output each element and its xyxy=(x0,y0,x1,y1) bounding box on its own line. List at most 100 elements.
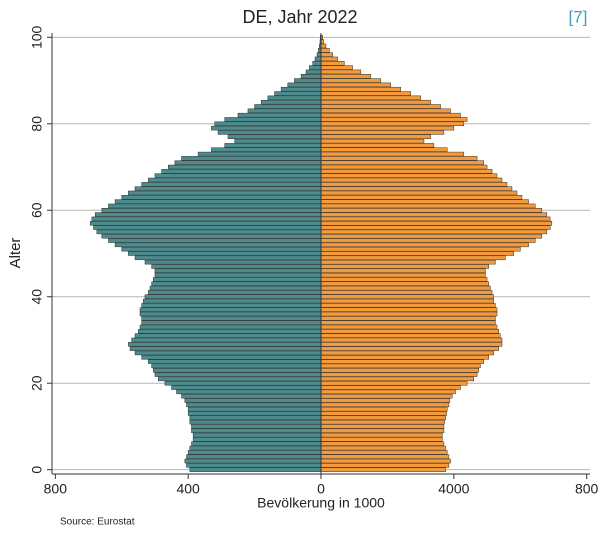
bar xyxy=(234,138,322,144)
bar xyxy=(320,220,553,226)
bar xyxy=(189,419,322,425)
bar xyxy=(217,130,322,135)
bar xyxy=(320,268,486,274)
bar xyxy=(164,380,322,386)
bar xyxy=(320,329,499,334)
bar xyxy=(121,195,322,200)
bar xyxy=(320,43,327,49)
bar xyxy=(151,363,322,369)
bar xyxy=(287,82,322,88)
bar xyxy=(320,138,425,144)
bar xyxy=(320,259,496,265)
bar xyxy=(144,259,322,265)
bar xyxy=(186,402,322,408)
bar xyxy=(320,411,447,416)
bar xyxy=(320,311,498,317)
bar xyxy=(320,251,514,256)
bar xyxy=(101,233,322,239)
bar xyxy=(320,117,468,122)
bar xyxy=(320,73,372,79)
bar xyxy=(320,160,484,165)
bar xyxy=(320,385,461,390)
y-tick-label: 100 xyxy=(29,25,45,49)
bar xyxy=(197,151,322,157)
bar xyxy=(320,52,333,57)
bar xyxy=(320,272,486,278)
bar xyxy=(211,147,322,152)
bar xyxy=(131,337,322,343)
bar xyxy=(314,56,322,62)
bar xyxy=(181,156,322,161)
bar xyxy=(320,428,445,434)
bar xyxy=(158,376,322,382)
bar xyxy=(93,225,322,230)
bar xyxy=(320,376,475,382)
x-tick-label: 4000 xyxy=(438,481,469,497)
bar xyxy=(154,272,322,278)
bar xyxy=(320,307,498,312)
bar xyxy=(174,160,322,165)
bar xyxy=(320,324,498,330)
bar xyxy=(320,61,345,66)
bar xyxy=(320,186,513,191)
bar xyxy=(128,190,322,196)
bar xyxy=(320,212,548,217)
bar xyxy=(224,143,322,148)
bar xyxy=(320,177,503,183)
bar xyxy=(320,337,503,343)
bar xyxy=(224,117,322,122)
bar xyxy=(320,467,446,472)
bar xyxy=(141,303,322,308)
bar xyxy=(320,298,494,304)
bar xyxy=(91,216,322,222)
bar xyxy=(148,177,322,183)
bar xyxy=(320,134,431,140)
y-tick-label: 0 xyxy=(29,466,45,474)
bar xyxy=(148,359,322,364)
bar xyxy=(151,281,322,287)
bar xyxy=(320,350,494,356)
bar xyxy=(211,125,322,131)
bar xyxy=(320,182,508,187)
bar xyxy=(320,281,489,287)
bar xyxy=(184,458,322,464)
bar xyxy=(320,195,523,200)
bar xyxy=(320,104,441,109)
bar xyxy=(192,432,322,438)
bar xyxy=(114,199,322,204)
bar xyxy=(320,225,551,230)
bar xyxy=(320,346,499,351)
bar xyxy=(320,56,338,62)
bar xyxy=(320,415,446,421)
bar xyxy=(141,182,322,187)
bar xyxy=(320,406,448,412)
bar xyxy=(153,367,322,373)
bar xyxy=(320,445,446,451)
bar xyxy=(320,216,551,222)
bar xyxy=(320,290,493,295)
bar xyxy=(128,342,322,347)
bar xyxy=(294,78,322,83)
bar xyxy=(320,108,451,114)
bar xyxy=(176,389,322,395)
bar xyxy=(320,246,521,252)
bar xyxy=(320,130,445,135)
x-tick-label: 800 xyxy=(575,481,599,497)
bar xyxy=(320,424,445,429)
bar xyxy=(320,285,491,291)
bar xyxy=(320,99,431,105)
bar xyxy=(320,458,451,464)
bar xyxy=(134,186,322,191)
bar xyxy=(320,112,461,118)
bar xyxy=(167,164,322,170)
bar xyxy=(247,108,322,114)
bar xyxy=(320,65,353,70)
bar xyxy=(141,316,322,321)
bar xyxy=(320,203,536,209)
bar xyxy=(320,393,453,399)
bar xyxy=(320,95,421,101)
bar xyxy=(320,372,478,377)
bar xyxy=(191,428,322,434)
bar xyxy=(320,125,455,131)
x-tick-label: 400 xyxy=(176,481,200,497)
